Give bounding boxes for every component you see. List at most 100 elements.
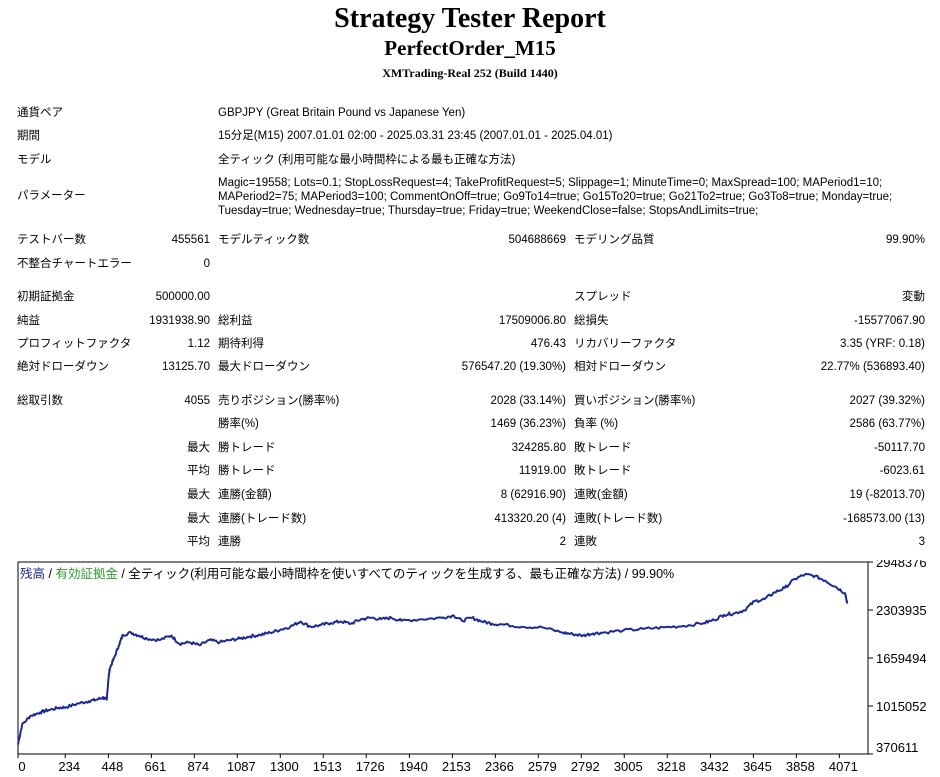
- avg-loss-label: 敗トレード: [574, 465, 632, 477]
- setting-value: 全ティック (利用可能な最小時間枠による最も正確な方法): [218, 154, 516, 166]
- bars-value: 455561: [171, 234, 210, 246]
- legend-description: / 全ティック(利用可能な最小時間枠を使いすべてのティックを生成する、最も正確な…: [117, 567, 675, 581]
- settings-row-period: 期間 15分足(M15) 2007.01.01 02:00 - 2025.03.…: [0, 126, 940, 146]
- x-tick-label: 0: [18, 759, 25, 774]
- x-tick-label: 1513: [313, 759, 342, 774]
- net-value: 1931938.90: [149, 315, 210, 327]
- pf-value: 1.12: [187, 338, 210, 350]
- stats-row-drawdown: 絶対ドローダウン 13125.70 最大ドローダウン 576547.20 (19…: [0, 357, 940, 377]
- win-value: 1469 (36.23%): [490, 418, 566, 430]
- cons-win-amt-value: 8 (62916.90): [500, 489, 566, 501]
- quality-label: モデリング品質: [574, 234, 655, 246]
- bars-label: テストバー数: [17, 234, 86, 246]
- x-tick-label: 2366: [485, 759, 514, 774]
- x-tick-label: 3858: [786, 759, 815, 774]
- y-tick-label: 1015052: [876, 699, 927, 714]
- cons-loss-cnt-value: -168573.00 (13): [843, 513, 925, 525]
- stats-row-trades: 総取引数 4055 売りポジション(勝率%) 2028 (33.14%) 買いポ…: [0, 391, 940, 411]
- deposit-value: 500000.00: [155, 291, 210, 303]
- spread-label: スプレッド: [574, 291, 632, 303]
- x-tick-label: 2153: [442, 759, 471, 774]
- avg-cons-loss-value: 3: [918, 536, 925, 548]
- x-tick-label: 448: [102, 759, 124, 774]
- avg-cons-win-value: 2: [559, 536, 566, 548]
- x-tick-label: 2792: [571, 759, 600, 774]
- loss-label: 負率 (%): [574, 418, 619, 430]
- stats-row-deposit: 初期証拠金 500000.00 スプレッド 変動: [0, 287, 940, 307]
- recovery-value: 3.35 (YRF: 0.18): [839, 338, 925, 350]
- settings-row-parameters: パラメーター: [0, 186, 940, 206]
- trades-value: 4055: [184, 395, 210, 407]
- deposit-label: 初期証拠金: [17, 291, 75, 303]
- gross-profit-label: 総利益: [218, 315, 253, 327]
- max-dd-value: 576547.20 (19.30%): [461, 361, 566, 373]
- quality-value: 99.90%: [885, 234, 925, 246]
- stats-row-avg-cons: 平均 連勝 2 連敗 3: [0, 532, 940, 552]
- max-prefix: 最大: [187, 513, 210, 525]
- stats-row-bars: テストバー数 455561 モデルティック数 504688669 モデリング品質…: [0, 230, 940, 250]
- setting-value: GBPJPY (Great Britain Pound vs Japanese …: [218, 107, 466, 119]
- x-tick-label: 661: [145, 759, 167, 774]
- max-loss-label: 敗トレード: [574, 442, 632, 454]
- avg-win-label: 勝トレード: [218, 465, 276, 477]
- report-title: Strategy Tester Report: [334, 3, 606, 34]
- recovery-label: リカバリーファクタ: [574, 338, 677, 350]
- max-win-value: 324285.80: [511, 442, 566, 454]
- balance-chart: 2948376 2303935 1659494 1015052 370611 0 234 44…: [17, 560, 927, 774]
- win-label: 勝率(%): [218, 418, 259, 430]
- avg-loss-value: -6023.61: [879, 465, 925, 477]
- settings-row-model: モデル 全ティック (利用可能な最小時間枠による最も正確な方法): [0, 150, 940, 170]
- mismatch-value: 0: [203, 258, 210, 270]
- parameters-value: Magic=19558; Lots=0.1; StopLossRequest=4…: [218, 177, 893, 217]
- max-prefix: 最大: [187, 489, 210, 501]
- stats-row-mismatch: 不整合チャートエラー 0: [0, 254, 940, 274]
- x-tick-label: 3005: [614, 759, 643, 774]
- max-prefix: 最大: [187, 442, 210, 454]
- short-label: 売りポジション(勝率%): [218, 395, 340, 407]
- max-win-label: 勝トレード: [218, 442, 276, 454]
- loss-value: 2586 (63.77%): [849, 418, 925, 430]
- x-tick-label: 2579: [528, 759, 557, 774]
- cons-loss-amt-value: 19 (-82013.70): [849, 489, 925, 501]
- abs-dd-value: 13125.70: [162, 361, 210, 373]
- y-tick-label: 2303935: [876, 603, 927, 618]
- x-tick-label: 1940: [399, 759, 428, 774]
- cons-win-cnt-value: 413320.20 (4): [494, 513, 566, 525]
- cons-win-cnt-label: 連勝(トレード数): [218, 513, 307, 525]
- stats-row-pf: プロフィットファクタ 1.12 期待利得 476.43 リカバリーファクタ 3.…: [0, 334, 940, 354]
- avg-win-value: 11919.00: [518, 465, 566, 477]
- server-build: XMTrading-Real 252 (Build 1440): [382, 66, 558, 80]
- setting-value: 15分足(M15) 2007.01.01 02:00 - 2025.03.31 …: [218, 130, 613, 142]
- stats-row-avg-trade: 平均 勝トレード 11919.00 敗トレード -6023.61: [0, 461, 940, 481]
- ticks-value: 504688669: [508, 234, 566, 246]
- balance-line: [17, 572, 849, 745]
- max-dd-label: 最大ドローダウン: [218, 361, 310, 373]
- y-tick-label: 1659494: [876, 651, 927, 666]
- settings-row-symbol: 通貨ペア GBPJPY (Great Britain Pound vs Japa…: [0, 103, 940, 123]
- x-tick-label: 1726: [356, 759, 385, 774]
- avg-cons-loss-label: 連敗: [574, 536, 597, 548]
- gross-loss-value: -15577067.90: [854, 315, 925, 327]
- y-tick-label: 370611: [876, 740, 918, 755]
- avg-cons-win-label: 連勝: [218, 536, 241, 548]
- short-value: 2028 (33.14%): [490, 395, 566, 407]
- avg-prefix: 平均: [187, 536, 210, 548]
- x-tick-label: 1087: [227, 759, 256, 774]
- x-tick-label: 234: [58, 759, 80, 774]
- expected-value: 476.43: [530, 338, 566, 350]
- net-label: 純益: [17, 315, 40, 327]
- long-value: 2027 (39.32%): [849, 395, 925, 407]
- long-label: 買いポジション(勝率%): [574, 395, 696, 407]
- ea-name: PerfectOrder_M15: [384, 36, 556, 60]
- parameters-label: パラメーター: [17, 190, 86, 202]
- legend-equity: 有効証拠金: [55, 567, 118, 581]
- trades-label: 総取引数: [17, 395, 63, 407]
- legend-balance: 残高: [20, 567, 46, 581]
- cons-loss-amt-label: 連敗(金額): [574, 489, 628, 501]
- x-tick-label: 3645: [743, 759, 772, 774]
- stats-row-cons-amount: 最大 連勝(金額) 8 (62916.90) 連敗(金額) 19 (-82013…: [0, 485, 940, 505]
- chart-legend: 残高 / 有効証拠金 / 全ティック(利用可能な最小時間枠を使いすべてのティック…: [20, 563, 674, 582]
- expected-label: 期待利得: [218, 338, 264, 350]
- pf-label: プロフィットファクタ: [17, 338, 132, 350]
- avg-prefix: 平均: [187, 465, 210, 477]
